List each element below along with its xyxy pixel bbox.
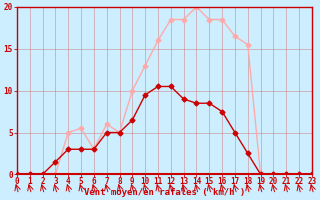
X-axis label: Vent moyen/en rafales ( km/h ): Vent moyen/en rafales ( km/h ) bbox=[84, 188, 245, 197]
